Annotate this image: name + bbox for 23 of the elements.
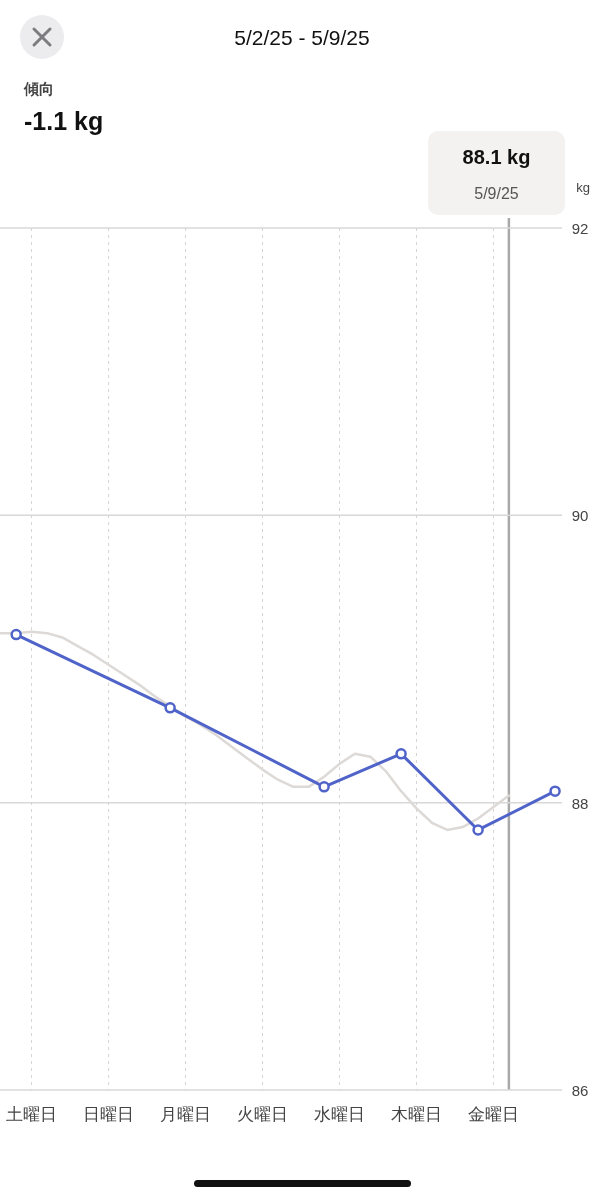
point (10, 628, 22, 641)
y-tick-label: 92 (571, 220, 589, 237)
x-tick-label: 日曜日 (83, 1105, 135, 1124)
y-tick-label: 86 (571, 1082, 589, 1099)
x-tick-label: 土曜日 (6, 1105, 58, 1124)
point (318, 781, 330, 793)
point (164, 702, 176, 714)
point (395, 748, 407, 760)
x-tick-label: 月曜日 (160, 1105, 212, 1124)
x-tick-label: 金曜日 (467, 1105, 519, 1124)
point (472, 824, 484, 836)
y-tick-label: 90 (571, 507, 589, 525)
x-tick-label: 木曜日 (391, 1105, 442, 1124)
text: 88.1 kg (462, 146, 531, 168)
x-tick-label: 水曜日 (314, 1105, 366, 1124)
x-tick-label: 火曜日 (237, 1105, 289, 1124)
text: -1.1 kg (24, 107, 104, 135)
text: 5/9/25 (474, 185, 519, 202)
y-tick-label: 88 (571, 794, 589, 812)
y-axis-title: kg (576, 180, 590, 195)
point (549, 785, 561, 797)
chart-subtitle: 傾向 (23, 80, 54, 97)
chart-title: 5/2/25 - 5/9/25 (234, 26, 370, 49)
